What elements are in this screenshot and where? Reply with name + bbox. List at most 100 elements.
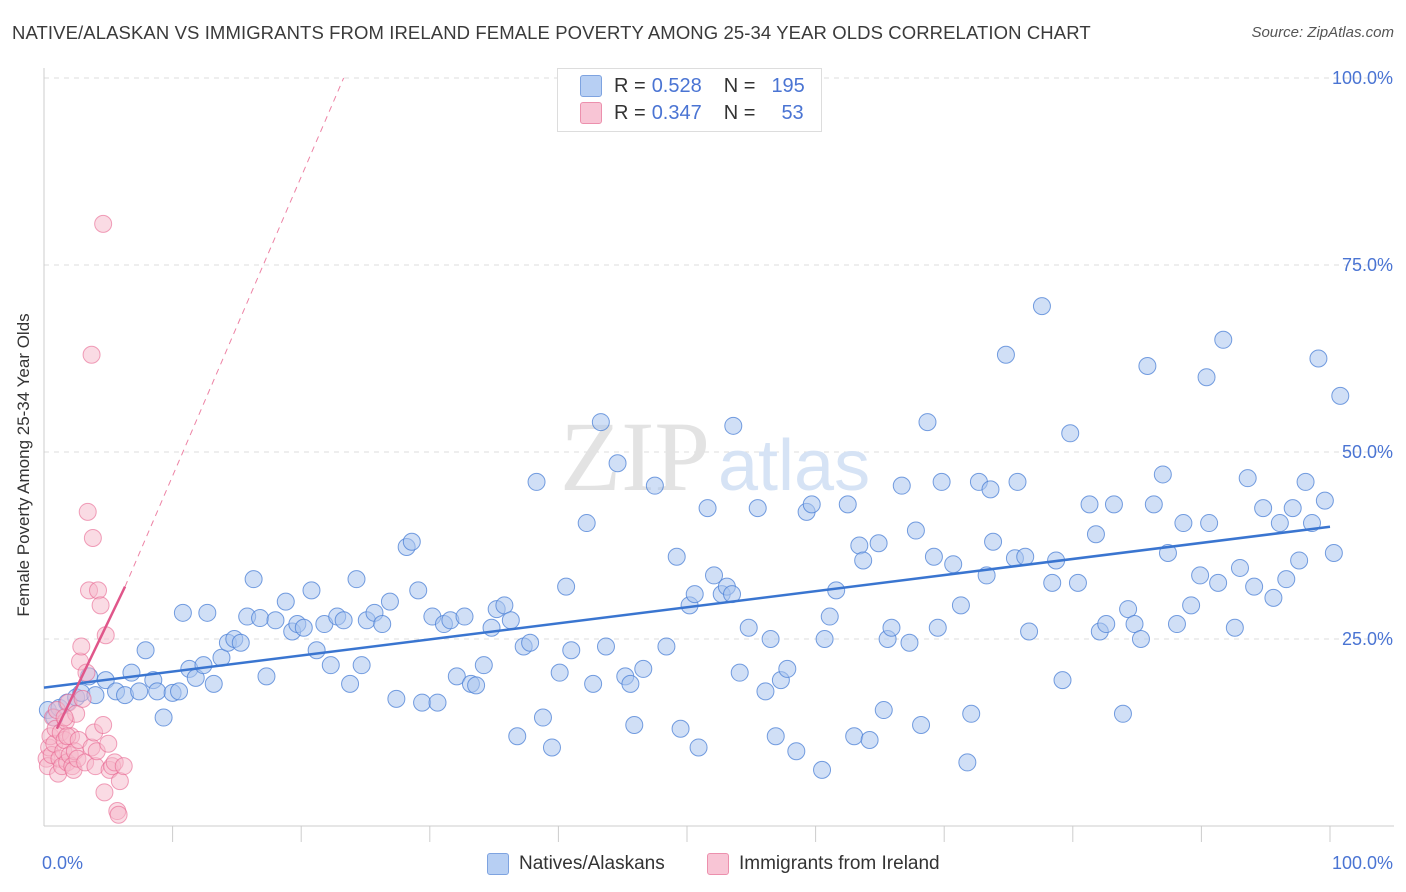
data-point-native (838, 495, 857, 514)
y-tick-label: 25.0% (1342, 629, 1393, 649)
series-ireland-points (37, 214, 133, 824)
grid-lines (44, 77, 1394, 640)
tick-labels: 25.0% 50.0% 75.0% 100.0% 0.0% 100.0% (42, 68, 1393, 873)
data-point-native (1080, 495, 1099, 514)
data-point-native (860, 730, 879, 749)
data-point-native (1138, 356, 1157, 375)
data-point-native (621, 674, 640, 693)
data-point-native (251, 609, 270, 628)
data-point-native (508, 727, 527, 746)
data-point-native (294, 618, 313, 637)
legend-r-label: R = (614, 101, 646, 124)
watermark-atlas: atlas (718, 426, 870, 506)
data-point-native (334, 611, 353, 630)
trend-line-ireland (55, 586, 127, 730)
data-point-native (1290, 551, 1309, 570)
data-point-native (671, 719, 690, 738)
data-point-native (467, 676, 486, 695)
series-natives-points (38, 297, 1350, 779)
data-point-native (596, 637, 615, 656)
data-point-native (591, 413, 610, 432)
data-point-native (944, 555, 963, 574)
data-point-native (194, 656, 213, 675)
source-label: Source: ZipAtlas.com (1251, 24, 1394, 41)
data-point-native (562, 641, 581, 660)
data-point-native (689, 738, 708, 757)
data-point-native (854, 551, 873, 570)
data-point-native (527, 472, 546, 491)
watermark: ZIP atlas (560, 401, 870, 512)
data-point-native (958, 753, 977, 772)
data-point-native (869, 534, 888, 553)
data-point-native (608, 454, 627, 473)
data-point-native (1174, 514, 1193, 533)
data-point-native (1197, 368, 1216, 387)
data-point-native (1167, 615, 1186, 634)
data-point-native (347, 570, 366, 589)
data-point-native (820, 607, 839, 626)
data-point-native (302, 581, 321, 600)
data-point-native (495, 596, 514, 615)
data-point-native (850, 536, 869, 555)
data-point-native (981, 480, 1000, 499)
data-point-ireland (82, 345, 101, 364)
data-point-native (266, 611, 285, 630)
legend-r-value: 0.347 (651, 101, 702, 124)
data-point-native (533, 708, 552, 727)
data-point-native (900, 633, 919, 652)
data-point-native (787, 742, 806, 761)
data-point-native (1097, 615, 1116, 634)
data-point-native (428, 693, 447, 712)
data-point-native (1230, 558, 1249, 577)
bottom-legend-natives: Natives/Alaskans (487, 852, 665, 876)
data-point-native (257, 667, 276, 686)
data-point-native (1053, 671, 1072, 690)
data-point-native (1016, 547, 1035, 566)
data-point-native (501, 611, 520, 630)
data-point-ireland (89, 581, 108, 600)
data-point-native (845, 727, 864, 746)
bottom-legend-label: Natives/Alaskans (519, 853, 665, 874)
data-point-native (625, 716, 644, 735)
data-point-native (996, 345, 1015, 364)
data-point-ireland (78, 502, 97, 521)
data-point-native (1131, 630, 1150, 648)
bottom-legend-ireland: Immigrants from Ireland (707, 852, 940, 876)
data-point-native (778, 659, 797, 678)
data-point-native (307, 641, 326, 660)
data-point-native (1061, 424, 1080, 443)
data-point-native (1270, 514, 1289, 533)
trend-lines (43, 77, 1331, 730)
data-point-native (1238, 469, 1257, 488)
legend-n-label: N = (723, 74, 756, 97)
data-point-native (667, 547, 686, 566)
data-point-native (1032, 297, 1051, 316)
legend-row-ireland: R = 0.347 N = 53 (580, 101, 804, 125)
data-point-ireland (110, 772, 129, 791)
data-point-native (373, 615, 392, 634)
data-point-native (148, 682, 167, 701)
y-tick-label: 100.0% (1332, 68, 1393, 88)
data-point-native (705, 566, 724, 585)
data-point-native (1315, 491, 1334, 510)
data-point-native (1214, 330, 1233, 349)
data-point-native (409, 581, 428, 600)
y-axis-label: Female Poverty Among 25-34 Year Olds (14, 313, 33, 617)
data-point-native (244, 570, 263, 589)
data-point-native (813, 760, 832, 779)
data-point-native (802, 495, 821, 514)
data-point-native (951, 596, 970, 615)
data-point-native (748, 499, 767, 518)
data-point-ireland (83, 529, 102, 548)
data-point-native (542, 738, 561, 757)
data-point-native (928, 618, 947, 637)
data-point-native (1225, 618, 1244, 637)
data-point-native (918, 413, 937, 432)
data-point-native (882, 618, 901, 637)
data-point-native (198, 603, 217, 622)
data-point-native (1113, 704, 1132, 723)
data-point-native (1144, 495, 1163, 514)
data-point-native (341, 674, 360, 693)
data-point-native (924, 547, 943, 566)
data-point-native (447, 667, 466, 686)
